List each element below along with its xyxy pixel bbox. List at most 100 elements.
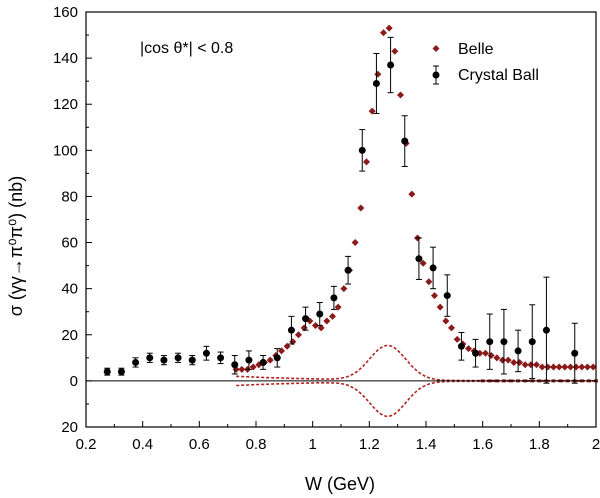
belle-point — [555, 363, 563, 371]
curves — [236, 344, 596, 418]
crystal-ball-series — [103, 36, 579, 384]
belle-point — [550, 363, 557, 371]
legend-belle-label: Belle — [458, 41, 494, 58]
cb-point — [372, 79, 380, 87]
belle-point — [266, 356, 274, 364]
belle-point — [323, 317, 331, 325]
belle-point — [317, 324, 325, 332]
y-tick-label: 140 — [53, 50, 78, 67]
belle-point — [436, 303, 444, 311]
y-axis-title: σ (γγ→π⁰π⁰) (nb) — [6, 176, 26, 316]
y-tick-label: 160 — [53, 4, 78, 21]
belle-point — [283, 342, 291, 350]
cb-point — [217, 354, 225, 362]
x-tick-label: 0.6 — [189, 436, 210, 453]
cos-theta-annotation: |cos θ*| < 0.8 — [140, 40, 233, 57]
y-tick-labels: 160 140 120 100 80 60 40 20 0 20 — [53, 4, 78, 436]
cb-point — [132, 358, 140, 366]
cb-point — [103, 368, 111, 376]
cb-point — [514, 347, 522, 355]
belle-point — [397, 91, 404, 99]
y-tick-label: 20 — [61, 419, 78, 436]
belle-point — [340, 285, 348, 293]
cb-point — [457, 342, 465, 350]
lower-curve — [236, 380, 596, 418]
cb-point — [259, 358, 267, 366]
cb-point — [188, 356, 196, 364]
cb-point — [415, 255, 423, 263]
cb-point — [117, 368, 125, 376]
belle-point — [278, 347, 285, 355]
belle-point — [510, 358, 518, 366]
cb-point — [571, 349, 579, 357]
x-tick-label: 1.4 — [416, 436, 437, 453]
cb-point — [387, 61, 395, 69]
belle-point — [385, 24, 393, 32]
belle-point — [431, 292, 438, 300]
y-tick-label: 40 — [61, 281, 78, 298]
legend-cb-marker — [432, 71, 440, 79]
belle-point — [465, 345, 472, 353]
x-axis-title: W (GeV) — [305, 474, 375, 494]
cb-point — [231, 361, 239, 369]
cb-point — [443, 292, 451, 300]
belle-point — [363, 158, 370, 166]
x-tick-labels: 0.2 0.4 0.6 0.8 1 1.2 1.4 1.6 1.8 2 — [76, 436, 600, 453]
belle-point — [453, 335, 461, 343]
y-tick-label: 0 — [70, 373, 78, 390]
belle-point — [493, 354, 501, 362]
belle-point — [589, 363, 597, 371]
belle-point — [380, 29, 387, 37]
belle-point — [329, 312, 336, 320]
legend-belle-marker — [432, 45, 440, 52]
y-tick-label: 120 — [53, 96, 78, 113]
belle-point — [408, 190, 416, 198]
x-tick-label: 0.2 — [76, 436, 97, 453]
axes — [85, 11, 597, 428]
belle-point — [368, 107, 376, 115]
belle-point — [295, 331, 302, 339]
cb-point — [472, 349, 480, 357]
belle-point — [482, 349, 489, 357]
belle-point — [419, 259, 427, 267]
cb-point — [344, 266, 352, 274]
cb-point — [245, 356, 253, 364]
x-tick-label: 1.8 — [529, 436, 550, 453]
belle-point — [334, 303, 342, 311]
cb-point — [542, 326, 550, 334]
y-tick-label: 80 — [61, 188, 78, 205]
cb-point — [330, 294, 338, 302]
x-tick-label: 1.6 — [472, 436, 493, 453]
belle-point — [578, 363, 586, 371]
belle-point — [391, 47, 399, 55]
cb-point — [273, 354, 281, 362]
belle-point — [442, 317, 450, 325]
cb-point — [500, 338, 508, 346]
legend-cb-label: Crystal Ball — [458, 67, 539, 84]
cb-point — [202, 349, 210, 357]
cb-point — [316, 310, 324, 318]
cb-point — [401, 137, 409, 145]
y-tick-label: 20 — [61, 327, 78, 344]
cb-point — [358, 146, 366, 154]
x-tick-label: 0.8 — [246, 436, 267, 453]
y-tick-label: 100 — [53, 142, 78, 159]
cb-point — [429, 264, 437, 272]
belle-point — [238, 365, 246, 373]
x-tick-label: 0.4 — [132, 436, 153, 453]
y-tick-label: 60 — [61, 235, 78, 252]
belle-point — [312, 322, 319, 330]
belle-point — [533, 361, 540, 369]
belle-series — [232, 24, 598, 383]
upper-curve — [236, 344, 596, 382]
belle-point — [425, 278, 433, 286]
belle-point — [521, 361, 529, 369]
cb-point — [287, 326, 295, 334]
cb-point — [528, 338, 536, 346]
belle-point — [448, 324, 455, 332]
belle-point — [504, 356, 512, 364]
cb-point — [486, 338, 494, 346]
cb-point — [302, 315, 310, 323]
x-tick-label: 1.2 — [359, 436, 380, 453]
